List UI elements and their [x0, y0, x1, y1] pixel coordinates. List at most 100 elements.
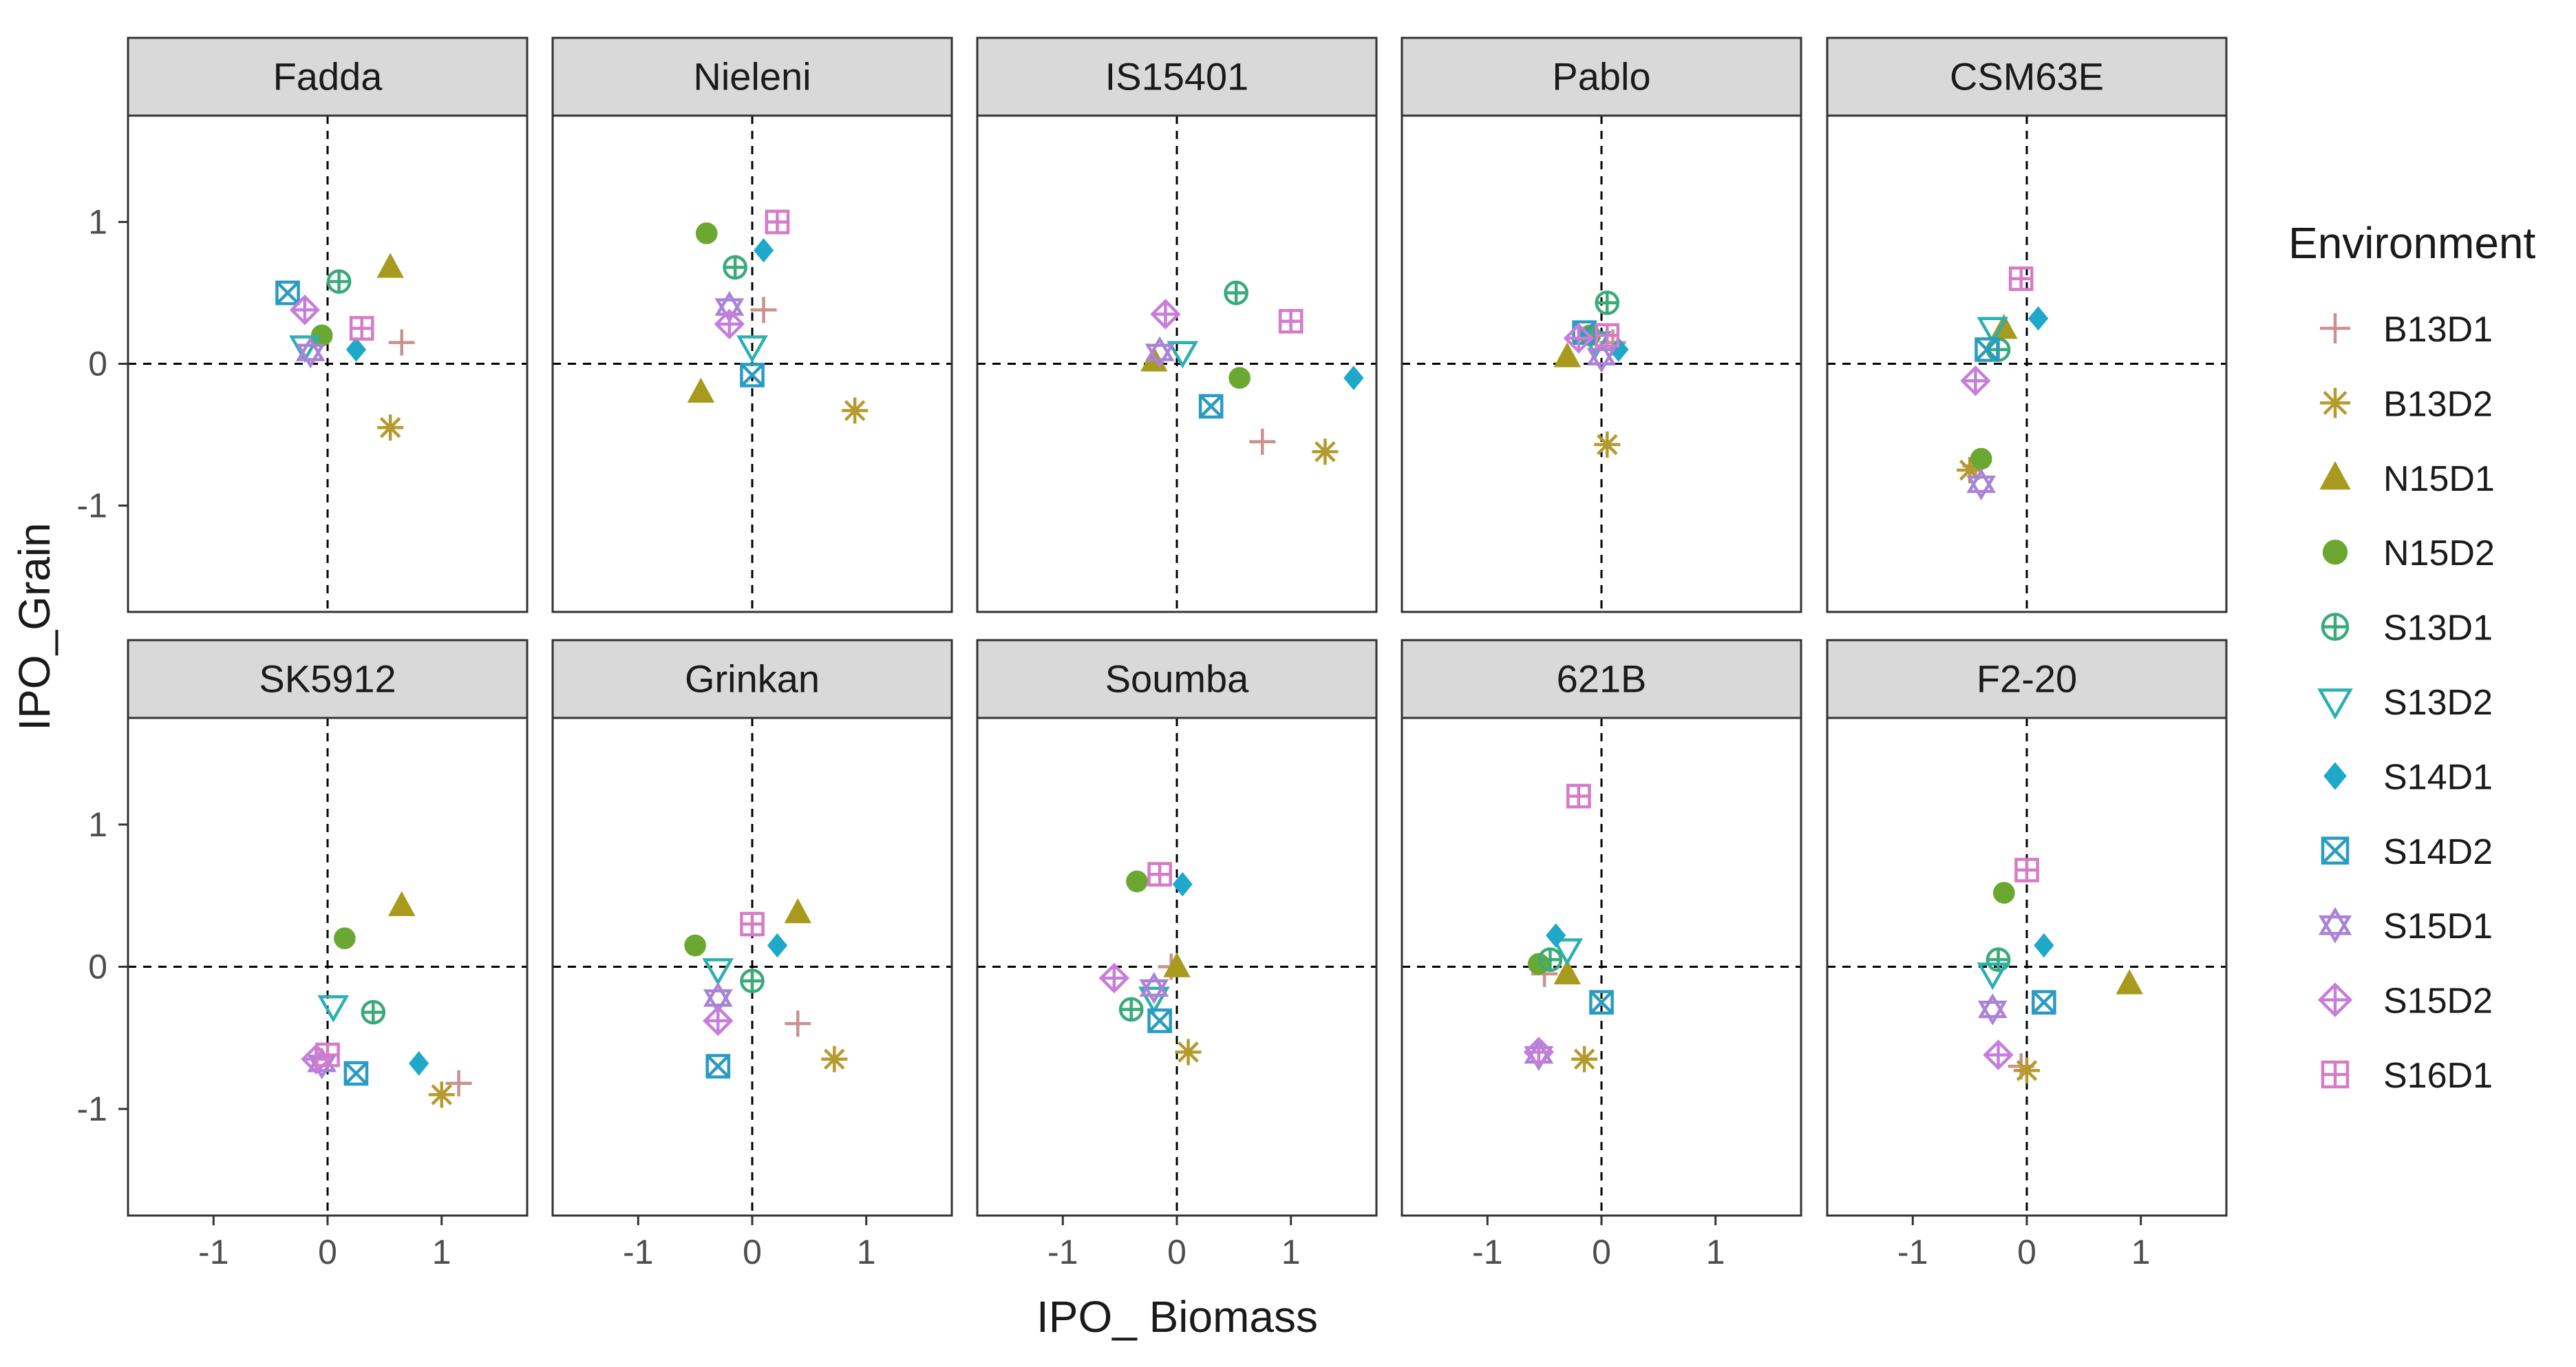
data-point-s16d1: [1278, 308, 1303, 334]
y-tick-label: 0: [88, 345, 107, 383]
facet-panel: IS15401: [976, 36, 1378, 613]
data-point-s13d1: [1595, 290, 1620, 315]
data-point-s16d1: [2008, 266, 2034, 291]
data-point-s13d1: [740, 968, 765, 993]
data-point-s13d1: [1537, 947, 1563, 973]
data-point-b13d1: [388, 329, 415, 356]
data-point-s15d2: [703, 1005, 734, 1037]
facet-strip: [551, 639, 953, 719]
x-axis-title: IPO_ Biomass: [1036, 1292, 1318, 1342]
data-point-s13d2: [702, 958, 734, 986]
data-point-n15d1: [784, 898, 812, 924]
x-tick-label: 0: [2017, 1233, 2036, 1271]
legend-label: S15D2: [2383, 982, 2493, 1021]
y-tick-label: -1: [77, 487, 107, 525]
facet-title: CSM63E: [1950, 55, 2104, 98]
facet-panel: F2-20 -1 0 1: [1826, 639, 2228, 1271]
facet-strip: [551, 36, 953, 117]
data-point-b13d2: [377, 414, 404, 441]
data-point-s15d1: [1586, 340, 1617, 373]
data-point-n15d1: [687, 377, 715, 403]
legend-key: [2317, 688, 2353, 720]
facet-title: Nieleni: [693, 55, 811, 98]
legend-label: S13D1: [2383, 608, 2493, 648]
data-point-s16d1: [349, 316, 374, 341]
data-point-s14d2: [2032, 990, 2056, 1015]
facet-title: Grinkan: [685, 657, 820, 701]
legend-item-b13d2: B13D2: [2320, 384, 2493, 424]
legend-key: [2321, 1060, 2350, 1089]
legend-label: N15D2: [2383, 533, 2495, 573]
x-tick-label: -1: [1047, 1233, 1078, 1271]
facet-strip: [1401, 639, 1802, 719]
data-point-s14d1: [408, 1051, 429, 1076]
y-tick-label: 0: [88, 948, 107, 986]
legend-item-s16d1: S16D1: [2321, 1056, 2493, 1096]
data-point-s13d1: [1986, 947, 2011, 973]
data-point-s13d1: [1224, 280, 1249, 306]
facet-panel: SK5912 -1 0 1 -1 0 1: [77, 639, 529, 1271]
data-point-s16d1: [1595, 323, 1620, 348]
legend-item-s14d1: S14D1: [2323, 757, 2493, 797]
legend-label: S16D1: [2383, 1056, 2493, 1096]
x-tick-label: 1: [432, 1233, 451, 1271]
legend-key: [2323, 762, 2347, 790]
x-tick-label: 0: [1592, 1233, 1611, 1271]
data-point-s14d2: [1147, 1008, 1172, 1033]
legend-item-n15d2: N15D2: [2322, 533, 2495, 573]
x-tick-label: 0: [743, 1233, 762, 1271]
data-point-s15d1: [1145, 336, 1175, 369]
data-point-b13d2: [1312, 438, 1339, 465]
data-point-n15d2: [684, 934, 706, 957]
data-point-s13d2: [1977, 317, 2009, 345]
x-tick-label: -1: [198, 1233, 228, 1271]
data-point-s13d2: [736, 335, 768, 363]
legend-item-s15d2: S15D2: [2317, 982, 2493, 1021]
legend-key: [2318, 907, 2352, 944]
data-point-s15d2: [1150, 299, 1181, 330]
data-point-s16d1: [740, 911, 765, 937]
data-point-s15d2: [1098, 962, 1130, 994]
data-point-n15d2: [1993, 882, 2015, 904]
facet-title: SK5912: [259, 657, 396, 701]
legend-label: B13D1: [2383, 310, 2493, 350]
data-point-s14d1: [1172, 871, 1193, 897]
x-tick-label: -1: [1897, 1233, 1928, 1271]
facet-title: 621B: [1557, 657, 1647, 701]
data-point-s13d2: [1551, 938, 1584, 966]
data-point-n15d2: [1228, 367, 1250, 389]
x-tick-label: 1: [857, 1233, 876, 1271]
data-point-b13d1: [750, 297, 777, 324]
data-point-n15d2: [1126, 870, 1148, 893]
data-point-b13d1: [445, 1070, 472, 1096]
data-point-s14d1: [2027, 306, 2049, 331]
legend: Environment B13D1 B13D2 N15D1 N15D2 S13D1 S13…: [2288, 218, 2536, 1096]
legend-key: [2320, 313, 2350, 343]
data-point-s15d1: [1139, 972, 1169, 1004]
legend-label: S15D1: [2383, 907, 2493, 946]
data-point-b13d2: [428, 1081, 455, 1108]
data-point-s13d2: [1167, 341, 1199, 369]
data-point-n15d1: [376, 253, 404, 278]
data-point-n15d1: [387, 891, 416, 916]
y-tick-label: 1: [88, 203, 107, 242]
data-point-s13d2: [288, 335, 321, 363]
data-point-b13d2: [1594, 431, 1621, 458]
facet-panels: Fadda -1 0 1 Nieleni IS15401 Pablo CSM63E SK5912…: [77, 36, 2228, 1271]
data-point-n15d1: [1553, 342, 1582, 368]
facet-strip: [976, 36, 1378, 117]
data-point-s15d2: [1960, 365, 1991, 396]
data-point-s13d1: [723, 255, 747, 280]
data-point-n15d2: [1970, 447, 1992, 470]
legend-key: [2321, 613, 2350, 641]
x-tick-label: 0: [1167, 1233, 1186, 1271]
x-tick-label: 0: [318, 1233, 337, 1271]
data-point-b13d2: [821, 1046, 848, 1072]
data-point-s14d2: [1974, 337, 1999, 362]
x-tick-label: -1: [1472, 1233, 1502, 1271]
facet-panel: Nieleni: [551, 36, 953, 613]
legend-key: [2317, 982, 2353, 1017]
facet-panel: Soumba -1 0 1: [976, 639, 1378, 1271]
data-point-s14d2: [343, 1061, 369, 1086]
